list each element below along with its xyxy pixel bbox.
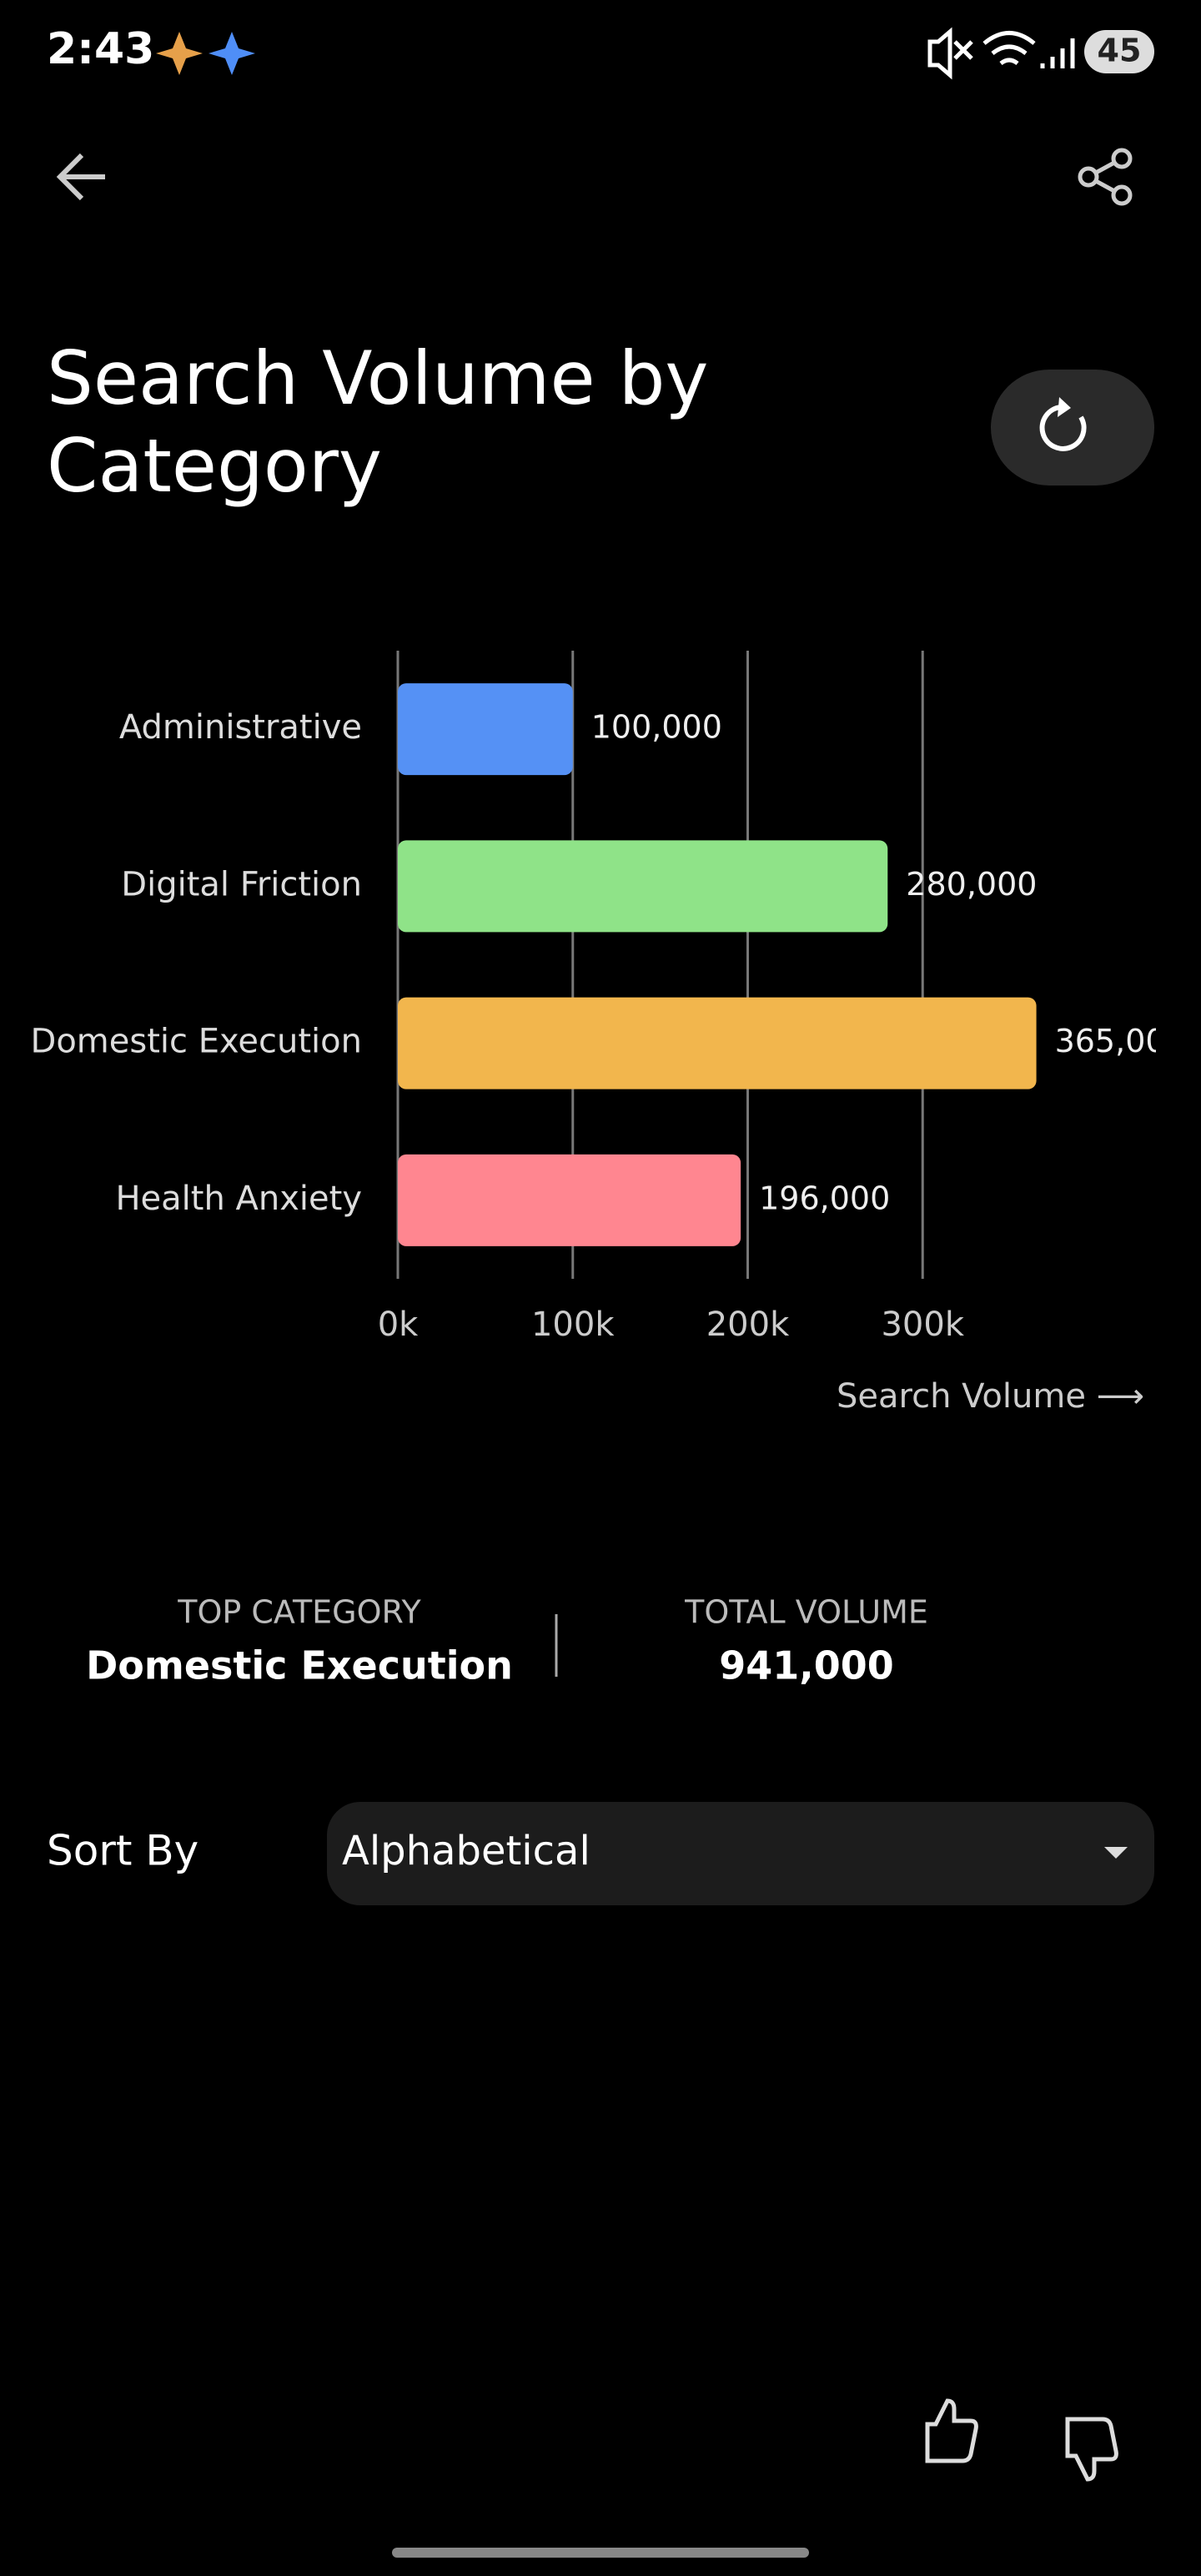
reset-button[interactable] — [991, 370, 1154, 486]
dropdown-arrow — [1104, 1847, 1128, 1859]
value-label: 196,000 — [759, 1180, 890, 1216]
value-label: 100,000 — [591, 709, 722, 746]
thumbs-down[interactable] — [1065, 2417, 1118, 2482]
bar — [398, 1154, 741, 1246]
category-label: Administrative — [119, 708, 362, 747]
home-indicator — [392, 2548, 809, 2558]
x-tick-label: 200k — [706, 1306, 790, 1344]
value-label: 280,000 — [906, 866, 1037, 903]
category-label: Domestic Execution — [31, 1023, 362, 1061]
gemini-icons — [156, 32, 255, 75]
category-label: Health Anxiety — [115, 1180, 362, 1218]
battery — [1084, 30, 1154, 73]
category-label: Digital Friction — [121, 865, 362, 903]
stat-label: TOTAL VOLUME — [684, 1594, 928, 1631]
sort-selected: Alphabetical — [342, 1828, 590, 1874]
x-axis-title: Search Volume ⟶ — [837, 1377, 1144, 1416]
x-tick-label: 300k — [881, 1306, 964, 1344]
stat-label: TOP CATEGORY — [177, 1594, 421, 1631]
battery-level: 45 — [1098, 33, 1142, 69]
status-icons — [927, 27, 1075, 80]
reset-icon — [1058, 397, 1071, 417]
thumbs-up[interactable] — [925, 2398, 978, 2463]
value-labels: 100,000 280,000 365,000 196,000 — [591, 709, 1186, 1217]
chart: 0k 100k 200k 300k 100,000 280,000 365,000 196,0… — [31, 651, 1186, 1416]
stat-value: 941,000 — [719, 1643, 894, 1688]
sort-dropdown[interactable] — [327, 1802, 1154, 1905]
title: Category — [47, 423, 382, 509]
bar — [398, 683, 573, 776]
x-tick-label: 0k — [378, 1306, 419, 1344]
reset-icon — [1039, 405, 1087, 451]
bar — [398, 840, 888, 933]
title: Search Volume by — [47, 335, 709, 421]
x-tick-label: 100k — [531, 1306, 615, 1344]
share-button[interactable] — [1078, 148, 1133, 206]
value-label: 365,000 — [1055, 1023, 1186, 1059]
stat-value: Domestic Execution — [86, 1643, 513, 1688]
sort-label: Sort By — [47, 1827, 198, 1875]
bar — [398, 997, 1037, 1089]
time: 2:43 — [47, 24, 154, 74]
back-button[interactable] — [56, 153, 105, 201]
